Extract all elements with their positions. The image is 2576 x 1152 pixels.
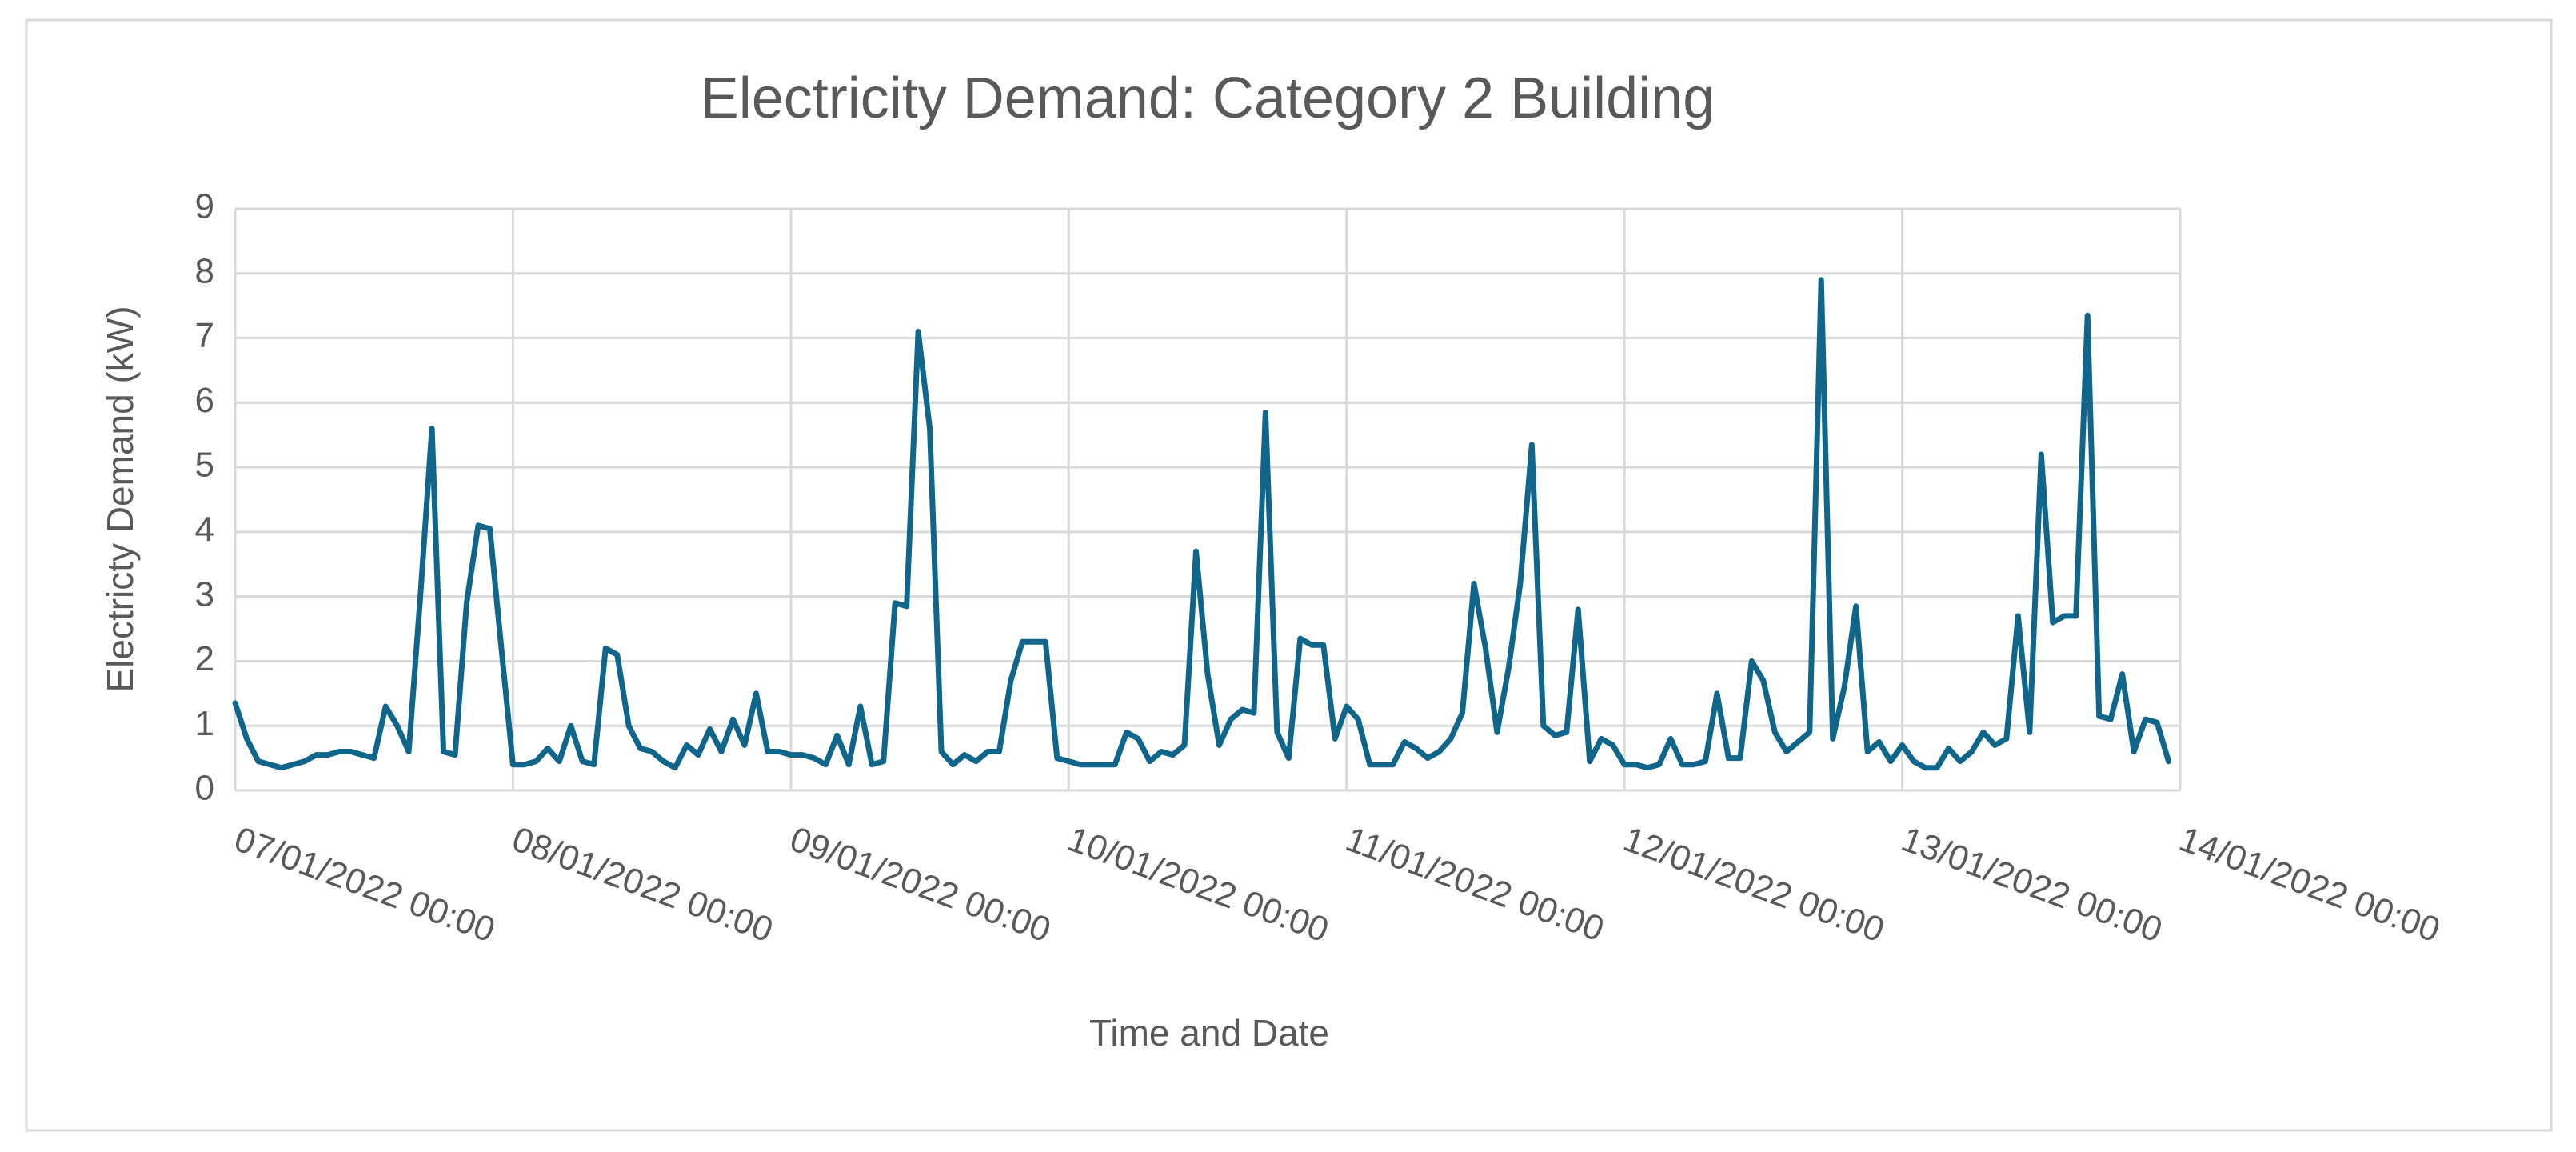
- x-axis-title: Time and Date: [1089, 1012, 1329, 1054]
- y-tick-label: 3: [195, 574, 214, 614]
- y-tick-label: 9: [195, 187, 214, 226]
- chart-title: Electricity Demand: Category 2 Building: [701, 66, 1715, 130]
- y-tick-label: 1: [195, 704, 214, 743]
- y-axis-title: Electricty Demand (kW): [99, 306, 141, 692]
- y-tick-label: 7: [195, 316, 214, 355]
- y-tick-label: 5: [195, 446, 214, 485]
- y-tick-label: 0: [195, 769, 214, 808]
- y-tick-label: 6: [195, 381, 214, 420]
- y-tick-label: 8: [195, 251, 214, 290]
- y-tick-label: 4: [195, 510, 214, 550]
- data-line: [232, 277, 2172, 771]
- y-tick-label: 2: [195, 639, 214, 678]
- chart-frame: [25, 18, 2553, 1132]
